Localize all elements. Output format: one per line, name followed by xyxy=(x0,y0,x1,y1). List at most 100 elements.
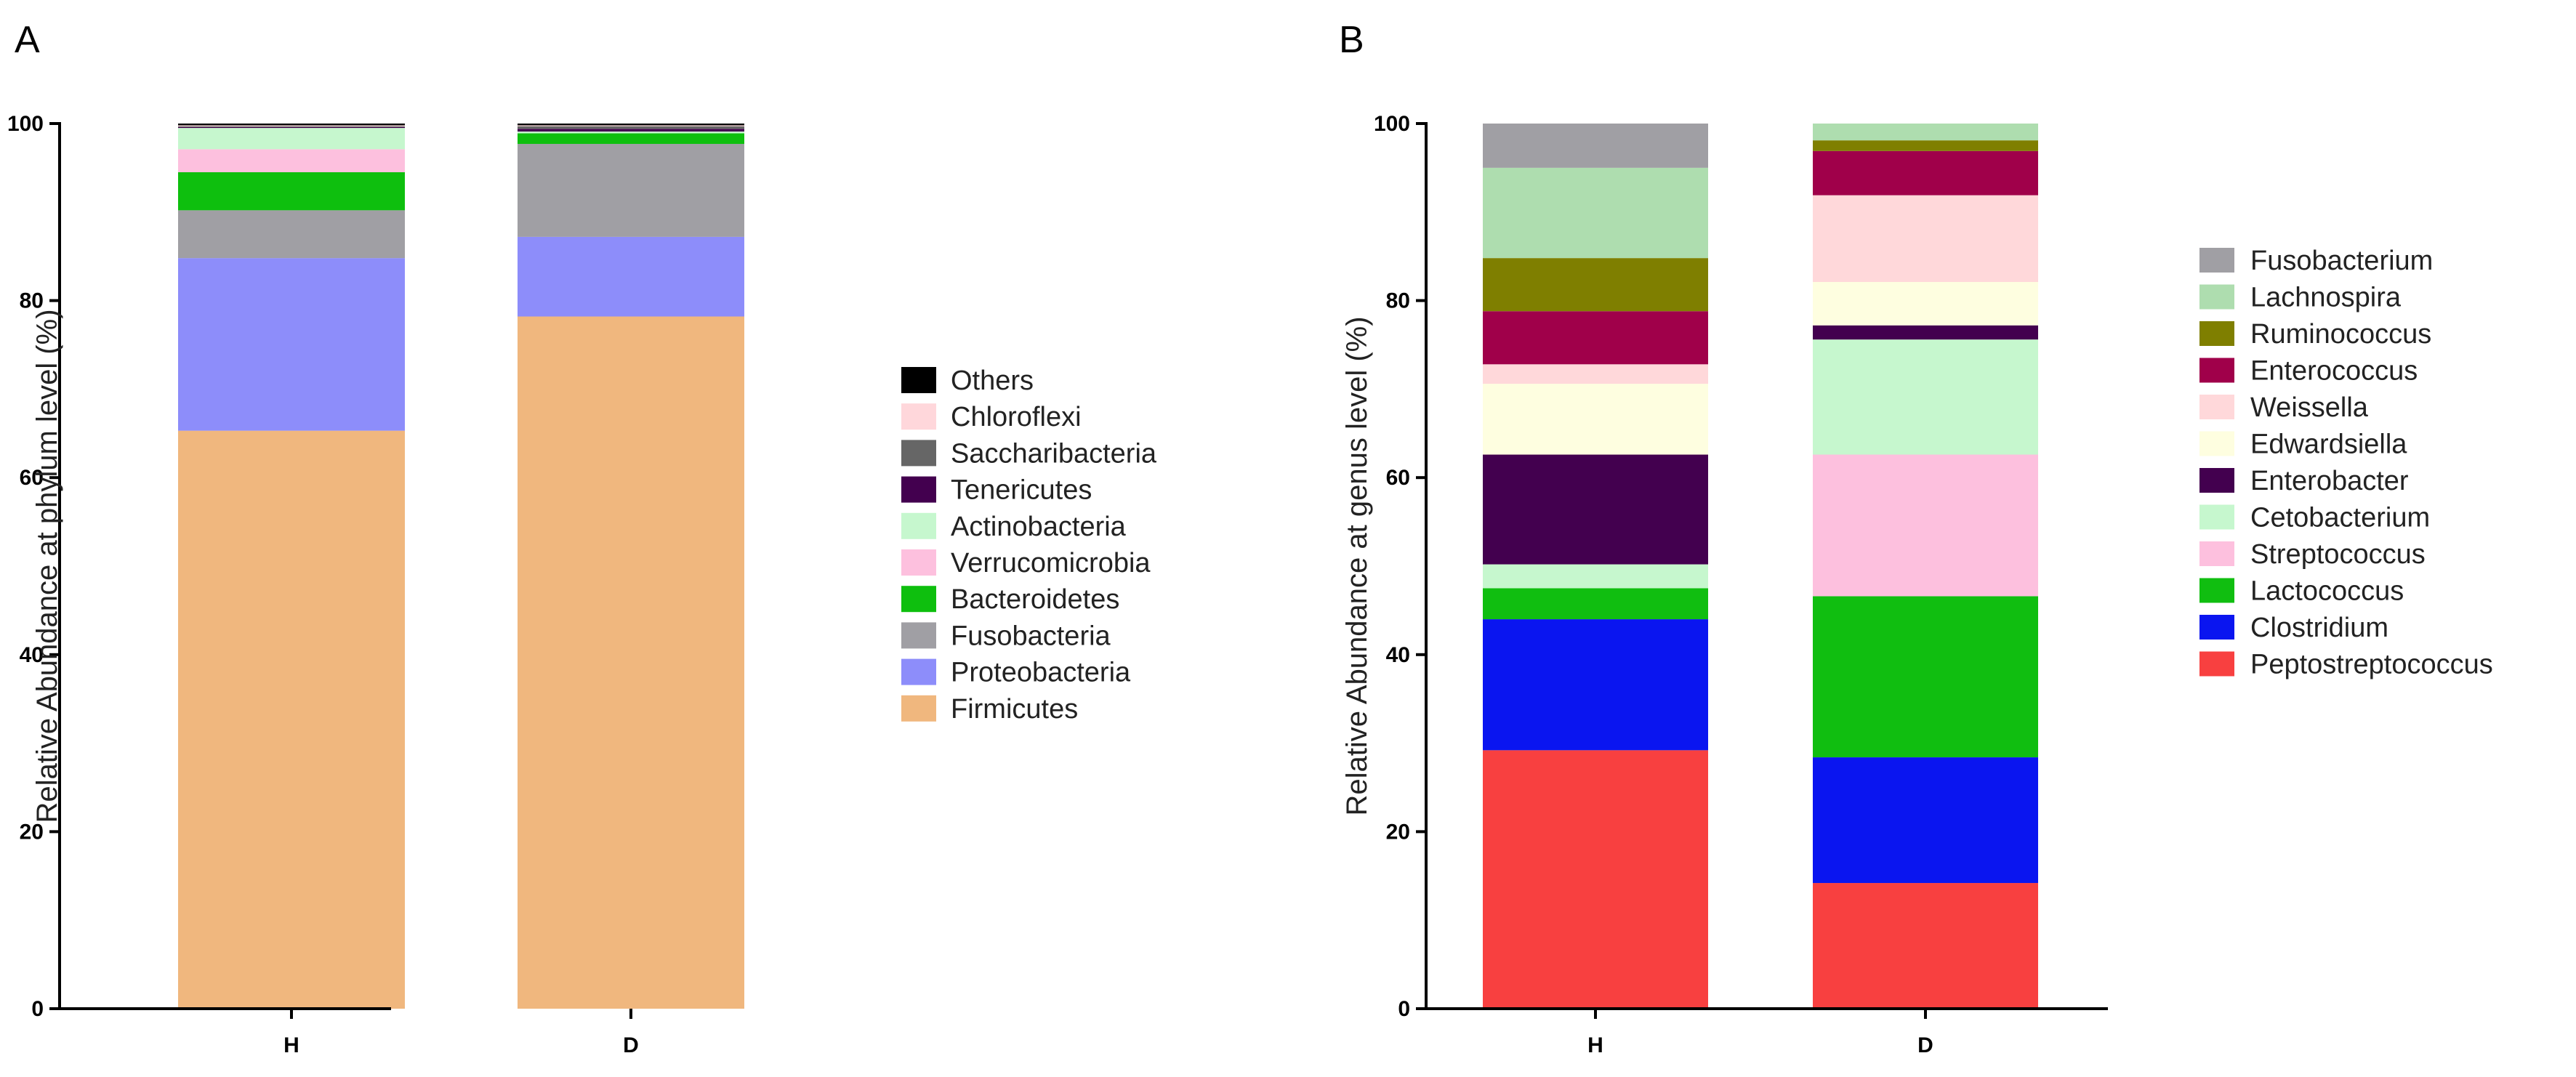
bar-d-tenericutes xyxy=(518,129,744,132)
legend-label-proteobacteria: Proteobacteria xyxy=(951,658,1131,688)
legend-label-fusobacterium: Fusobacterium xyxy=(2250,246,2433,276)
y-tick-label: 40 xyxy=(20,643,44,667)
y-tick-label: 60 xyxy=(1386,466,1410,490)
legend-label-chloroflexi: Chloroflexi xyxy=(951,402,1082,432)
legend-label-clostridium: Clostridium xyxy=(2250,613,2388,643)
y-tick-label: 100 xyxy=(7,112,44,136)
legend-label-lactococcus: Lactococcus xyxy=(2250,576,2404,607)
bar-d-fusobacteria xyxy=(518,144,744,237)
legend-swatch-fusobacteria xyxy=(901,622,936,649)
bar-h-lachnospira xyxy=(1483,167,1708,259)
legend-label-weissella: Weissella xyxy=(2250,392,2369,423)
legend-label-actinobacteria: Actinobacteria xyxy=(951,512,1127,542)
bar-d-firmicutes xyxy=(518,316,744,1009)
y-tick-label: 20 xyxy=(1386,820,1410,844)
bar-h-proteobacteria xyxy=(178,258,405,431)
legend-label-peptostreptococcus: Peptostreptococcus xyxy=(2250,650,2493,680)
legend-swatch-verrucomicrobia xyxy=(901,549,936,576)
legend-swatch-others xyxy=(901,367,936,393)
legend: Fusobacterium Lachnospira Ruminococcus Ente… xyxy=(2199,246,2493,680)
legend-swatch-streptococcus xyxy=(2199,541,2234,566)
y-axis-title: Relative Abundance at phylum level (%) xyxy=(31,309,63,823)
legend-swatch-tenericutes xyxy=(901,476,936,503)
bar-h-lactococcus xyxy=(1483,588,1708,620)
y-tick-label: 60 xyxy=(20,466,44,490)
legend: Others Chloroflexi Saccharibacteria Teneric… xyxy=(901,366,1157,725)
chart-panel-a: A 0 20 40 60 80 100 H D Relative Abundance at phy… xyxy=(7,19,1157,1057)
x-tick-label-d: D xyxy=(623,1033,639,1057)
bar-d-others xyxy=(518,124,744,126)
bar-d-weissella xyxy=(1813,195,2038,283)
legend-label-tenericutes: Tenericutes xyxy=(951,475,1092,506)
y-tick-label: 80 xyxy=(20,289,44,313)
bar-h-bacteroidetes xyxy=(178,172,405,211)
bar-h-weissella xyxy=(1483,364,1708,384)
panel-label: B xyxy=(1339,19,1364,61)
legend-swatch-actinobacteria xyxy=(901,512,936,539)
bar-h-firmicutes xyxy=(178,430,405,1009)
legend-label-bacteroidetes: Bacteroidetes xyxy=(951,584,1119,615)
legend-label-lachnospira: Lachnospira xyxy=(2250,283,2402,313)
bar-h-ruminococcus xyxy=(1483,258,1708,312)
legend-swatch-chloroflexi xyxy=(901,403,936,430)
bar-h-others xyxy=(178,124,405,126)
bar-d-enterococcus xyxy=(1813,150,2038,195)
legend-swatch-lactococcus xyxy=(2199,578,2234,603)
chart-panel-b: B 0 20 40 60 80 100 H D Relative Abundance at gen… xyxy=(1339,19,2493,1057)
legend-swatch-clostridium xyxy=(2199,615,2234,640)
y-tick-label: 80 xyxy=(1386,289,1410,313)
legend-label-enterococcus: Enterococcus xyxy=(2250,356,2418,387)
bar-h-fusobacterium xyxy=(1483,124,1708,168)
legend-label-fusobacteria: Fusobacteria xyxy=(951,621,1111,651)
bar-d-actinobacteria xyxy=(518,131,744,134)
legend-label-verrucomicrobia: Verrucomicrobia xyxy=(951,548,1151,578)
legend-swatch-saccharibacteria xyxy=(901,440,936,467)
bar-d-bacteroidetes xyxy=(518,133,744,145)
bar-d-edwardsiella xyxy=(1813,282,2038,326)
bar-h-saccharibacteria xyxy=(178,126,405,127)
legend-swatch-peptostreptococcus xyxy=(2199,651,2234,677)
bar-h-verrucomicrobia xyxy=(178,149,405,172)
bar-h-cetobacterium xyxy=(1483,564,1708,589)
y-tick-label: 0 xyxy=(31,997,44,1021)
bar-h-clostridium xyxy=(1483,619,1708,751)
bar-h-tenericutes xyxy=(178,126,405,129)
bar-h-fusobacteria xyxy=(178,210,405,259)
legend-swatch-weissella xyxy=(2199,395,2234,419)
legend-swatch-proteobacteria xyxy=(901,658,936,685)
bar-d-saccharibacteria xyxy=(518,126,744,129)
bar-d-proteobacteria xyxy=(518,236,744,317)
legend-swatch-cetobacterium xyxy=(2199,504,2234,530)
bar-h-enterobacter xyxy=(1483,454,1708,565)
bar-d-enterobacter xyxy=(1813,325,2038,340)
legend-swatch-fusobacterium xyxy=(2199,248,2234,273)
legend-swatch-lachnospira xyxy=(2199,284,2234,310)
y-tick-label: 0 xyxy=(1398,997,1410,1021)
legend-swatch-enterobacter xyxy=(2199,468,2234,493)
x-tick-label-h: H xyxy=(283,1033,299,1057)
bar-d-peptostreptococcus xyxy=(1813,883,2038,1009)
bar-h-edwardsiella xyxy=(1483,384,1708,455)
bar-d-ruminococcus xyxy=(1813,140,2038,151)
legend-swatch-ruminococcus xyxy=(2199,321,2234,346)
bar-h-peptostreptococcus xyxy=(1483,750,1708,1009)
x-tick-label-d: D xyxy=(1917,1033,1933,1057)
bar-d-clostridium xyxy=(1813,757,2038,884)
legend-label-firmicutes: Firmicutes xyxy=(951,694,1078,725)
legend-label-ruminococcus: Ruminococcus xyxy=(2250,319,2431,350)
legend-swatch-bacteroidetes xyxy=(901,586,936,613)
bar-d-streptococcus xyxy=(1813,454,2038,597)
panel-label: A xyxy=(15,19,40,61)
y-tick-label: 20 xyxy=(20,820,44,844)
legend-label-cetobacterium: Cetobacterium xyxy=(2250,503,2430,533)
bar-d-lactococcus xyxy=(1813,596,2038,758)
legend-label-streptococcus: Streptococcus xyxy=(2250,539,2426,570)
bar-d-chloroflexi xyxy=(518,125,744,126)
bar-d-cetobacterium xyxy=(1813,339,2038,455)
y-axis-title: Relative Abundance at genus level (%) xyxy=(1341,316,1373,815)
x-tick-label-h: H xyxy=(1587,1033,1603,1057)
bar-h-chloroflexi xyxy=(178,125,405,126)
legend-swatch-firmicutes xyxy=(901,695,936,722)
y-tick-label: 40 xyxy=(1386,643,1410,667)
